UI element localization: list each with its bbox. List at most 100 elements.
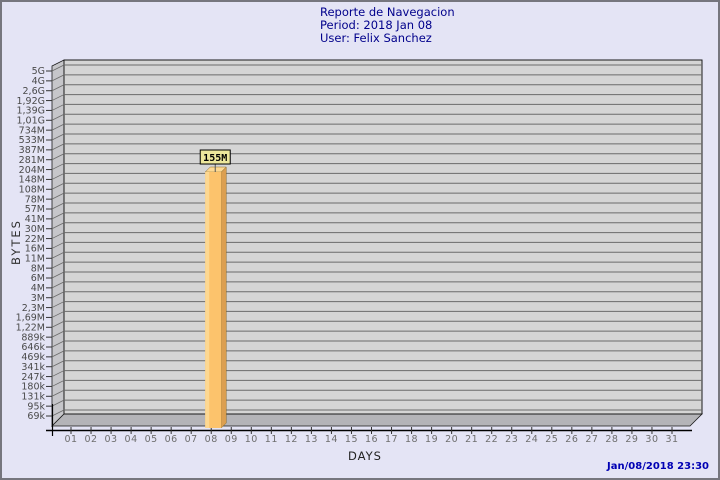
x-axis-tick-label: 02 xyxy=(84,434,97,445)
gridline-diagonal xyxy=(51,94,65,101)
x-axis-tick-label: 23 xyxy=(505,434,518,445)
gridline-diagonal xyxy=(51,291,65,299)
gridline-diagonal xyxy=(51,232,65,239)
gridline-diagonal xyxy=(51,153,65,161)
report-period: Period: 2018 Jan 08 xyxy=(320,18,433,32)
report-header: Reporte de Navegacion Period: 2018 Jan 0… xyxy=(320,6,455,45)
x-axis-tick-label: 12 xyxy=(285,434,298,445)
x-axis-tick-label: 15 xyxy=(345,434,358,445)
gridline-diagonal xyxy=(51,251,65,259)
y-axis-tick-label: 387M xyxy=(19,145,45,156)
y-axis-tick-label: 41M xyxy=(25,214,45,225)
y-axis-tick-label: 30M xyxy=(25,224,45,235)
gridline-diagonal xyxy=(51,389,65,397)
chart-floor xyxy=(51,413,703,427)
x-axis-tick-label: 31 xyxy=(665,434,678,445)
gridline-diagonal xyxy=(51,84,65,92)
x-axis-tick-label: 11 xyxy=(265,434,278,445)
x-axis-tick-label: 13 xyxy=(305,434,318,445)
y-axis-tick-label: 889k xyxy=(21,332,45,343)
x-axis-tick-label: 28 xyxy=(605,434,618,445)
y-axis-tick-label: 8M xyxy=(31,263,45,274)
x-axis-tick-label: 26 xyxy=(565,434,578,445)
x-axis-tick-label: 24 xyxy=(525,434,538,445)
x-axis-tick-label: 06 xyxy=(165,434,178,445)
gridline-diagonal xyxy=(51,242,65,249)
gridline-diagonal xyxy=(51,113,65,121)
y-axis-tick-label: 4M xyxy=(31,283,45,294)
y-axis-tick-label: 95k xyxy=(27,401,45,412)
gridline-diagonal xyxy=(51,340,65,348)
gridline-diagonal xyxy=(51,281,65,289)
x-axis-tick-label: 09 xyxy=(225,434,238,445)
report-user: User: Felix Sanchez xyxy=(320,31,432,45)
y-axis-tick-label: 341k xyxy=(21,362,45,373)
x-axis-tick-label: 07 xyxy=(185,434,198,445)
y-axis-tick-label: 533M xyxy=(19,135,45,146)
x-axis-tick-label: 04 xyxy=(125,434,138,445)
x-axis-tick-label: 17 xyxy=(385,434,398,445)
gridline-diagonal xyxy=(51,202,65,210)
gridline-diagonal xyxy=(51,311,65,318)
x-axis-tick-label: 08 xyxy=(205,434,218,445)
y-axis-tick-label: 247k xyxy=(21,372,45,383)
y-axis-tick-label: 646k xyxy=(21,342,45,353)
x-axis-title: DAYS xyxy=(348,449,382,463)
gridline-diagonal xyxy=(51,330,65,338)
x-axis-tick-label: 19 xyxy=(425,434,438,445)
gridline-diagonal xyxy=(51,133,65,141)
y-axis-tick-label: 1,92G xyxy=(16,96,45,107)
gridline-diagonal xyxy=(51,143,65,151)
y-axis-tick-label: 2,3M xyxy=(22,303,45,314)
gridline-diagonal xyxy=(51,261,65,269)
y-axis-tick-label: 1,69M xyxy=(16,313,45,324)
y-axis-tick-label: 1,01G xyxy=(16,115,45,126)
y-axis-tick-label: 57M xyxy=(25,204,45,215)
gridline-diagonal xyxy=(51,301,65,308)
generated-timestamp: Jan/08/2018 23:30 xyxy=(607,461,709,472)
x-axis-tick-label: 20 xyxy=(445,434,458,445)
x-axis-tick-label: 25 xyxy=(545,434,558,445)
bar-highlight xyxy=(205,172,210,428)
y-axis-tick-label: 131k xyxy=(21,391,45,402)
y-axis-tick-label: 78M xyxy=(25,194,45,205)
y-axis-tick-label: 148M xyxy=(19,175,45,186)
y-axis-tick-label: 16M xyxy=(25,244,45,255)
gridline-diagonal xyxy=(51,380,65,387)
y-axis-tick-label: 108M xyxy=(19,184,45,195)
y-axis-tick-label: 734M xyxy=(19,125,45,136)
gridline-diagonal xyxy=(51,182,65,190)
bar-value-label: 155M xyxy=(203,153,227,164)
x-axis-tick-label: 10 xyxy=(245,434,258,445)
x-axis-tick-label: 27 xyxy=(585,434,598,445)
y-axis-tick-label: 1,22M xyxy=(16,322,45,333)
y-axis-tick-label: 5G xyxy=(32,66,45,77)
y-axis-tick-label: 6M xyxy=(31,273,45,284)
bar-side-face xyxy=(220,166,227,429)
y-axis-tick-label: 69k xyxy=(27,411,45,422)
x-axis-tick-label: 30 xyxy=(645,434,658,445)
gridline-diagonal xyxy=(51,74,65,82)
y-axis-tick-label: 22M xyxy=(25,234,45,245)
bar-value-box xyxy=(199,149,231,165)
gridline-diagonal xyxy=(51,350,65,358)
gridline-diagonal xyxy=(51,360,65,368)
gridline-diagonal xyxy=(51,399,65,407)
x-axis-tick-label: 03 xyxy=(105,434,118,445)
x-axis-tick-label: 01 xyxy=(64,434,77,445)
y-axis-tick-label: 1,39G xyxy=(16,106,45,117)
x-axis-tick-label: 14 xyxy=(325,434,338,445)
y-axis-tick-label: 180k xyxy=(21,382,45,393)
y-axis-tick-label: 4G xyxy=(32,76,45,87)
y-axis-tick-label: 11M xyxy=(25,253,45,264)
y-axis-tick-label: 3M xyxy=(31,293,45,304)
x-axis-tick-label: 16 xyxy=(365,434,378,445)
x-axis-tick-label: 22 xyxy=(485,434,498,445)
gridline-diagonal xyxy=(51,64,65,72)
gridline-diagonal xyxy=(51,212,65,220)
gridline-diagonal xyxy=(51,192,65,200)
x-axis-tick-label: 21 xyxy=(465,434,478,445)
x-axis-tick-label: 05 xyxy=(145,434,158,445)
y-axis-tick-label: 2,6G xyxy=(23,86,45,97)
